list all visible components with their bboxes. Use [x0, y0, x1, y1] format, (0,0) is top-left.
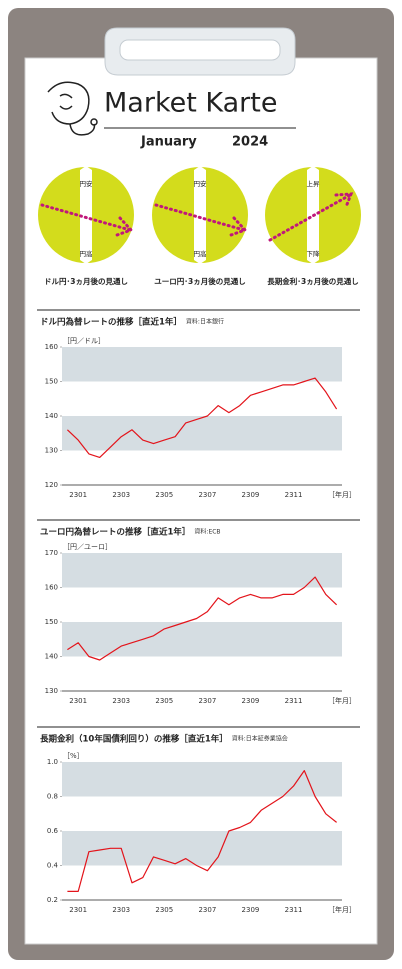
outlook-bottom: 下降 [307, 249, 321, 258]
x-tick-label: 2309 [242, 697, 260, 705]
month: January [140, 135, 197, 150]
y-tick-label: 140 [45, 412, 58, 420]
x-tick-label: 2307 [198, 906, 216, 914]
chart-source: 資料:日本証券業協会 [232, 735, 288, 743]
outlook-top: 円安 [194, 180, 208, 188]
outlook-caption: 長期金利･3ヵ月後の見通し [267, 276, 358, 286]
x-tick-label: 2309 [242, 491, 260, 499]
y-tick-label: 130 [45, 447, 58, 455]
band [62, 762, 342, 797]
y-tick-label: 140 [45, 653, 58, 661]
x-unit: ［年月］ [328, 696, 356, 705]
x-tick-label: 2307 [198, 491, 216, 499]
y-tick-label: 0.4 [47, 862, 59, 870]
x-tick-label: 2301 [69, 697, 87, 705]
chart-title: ユーロ円為替レートの推移［直近1年］ [40, 527, 190, 538]
outlook-caption: ドル円･3ヵ月後の見通し [44, 276, 128, 286]
logo [47, 81, 98, 136]
band [62, 347, 342, 382]
x-tick-label: 2303 [112, 491, 130, 499]
x-tick-label: 2311 [285, 697, 303, 705]
x-tick-label: 2311 [285, 491, 303, 499]
y-tick-label: 150 [45, 378, 58, 386]
band [62, 622, 342, 657]
x-tick-label: 2303 [112, 697, 130, 705]
title: Market Karte [104, 88, 277, 119]
x-tick-label: 2309 [242, 906, 260, 914]
y-tick-label: 160 [45, 343, 58, 351]
y-tick-label: 0.8 [47, 793, 58, 801]
y-unit: ［%］ [63, 752, 84, 760]
outlook-caption: ユーロ円･3ヵ月後の見通し [154, 276, 245, 286]
band [62, 416, 342, 451]
outlook-bottom: 円高 [80, 249, 94, 258]
y-unit: ［円／ユーロ］ [63, 543, 112, 551]
y-tick-label: 120 [45, 481, 58, 489]
clip-slot [119, 39, 281, 61]
x-tick-label: 2305 [155, 906, 173, 914]
x-tick-label: 2311 [285, 906, 303, 914]
y-unit: ［円／ドル］ [63, 337, 105, 345]
outlook-top: 上昇 [307, 179, 321, 188]
y-tick-label: 130 [45, 687, 58, 695]
outlook-top: 円安 [80, 180, 94, 188]
outlook-bottom: 円高 [194, 249, 208, 258]
chart-source: 資料:ECB [194, 528, 220, 536]
outlooks [38, 166, 361, 264]
outlook-1 [38, 166, 134, 264]
y-tick-label: 150 [45, 618, 58, 626]
outlook-2 [152, 166, 248, 264]
line [66, 377, 338, 458]
x-tick-label: 2303 [112, 906, 130, 914]
y-tick-label: 0.2 [47, 896, 58, 904]
x-tick-label: 2307 [198, 697, 216, 705]
band [62, 831, 342, 866]
line [67, 770, 337, 892]
x-tick-label: 2305 [155, 697, 173, 705]
x-tick-label: 2301 [69, 906, 87, 914]
y-tick-label: 1.0 [47, 758, 58, 766]
x-tick-label: 2305 [155, 491, 173, 499]
x-unit: ［年月］ [328, 490, 356, 499]
outlook-3 [265, 166, 361, 264]
y-tick-label: 170 [45, 549, 58, 557]
chart-title: ドル円為替レートの推移［直近1年］ [40, 317, 182, 328]
chart-title: 長期金利（10年国債利回り）の推移［直近1年］ [40, 734, 228, 745]
band [62, 553, 342, 588]
x-unit: ［年月］ [328, 905, 356, 914]
y-tick-label: 160 [45, 584, 58, 592]
y-tick-label: 0.6 [47, 827, 59, 835]
year: 2024 [232, 135, 268, 150]
chart-source: 資料:日本銀行 [186, 318, 224, 326]
line [67, 576, 338, 661]
x-tick-label: 2301 [69, 491, 87, 499]
